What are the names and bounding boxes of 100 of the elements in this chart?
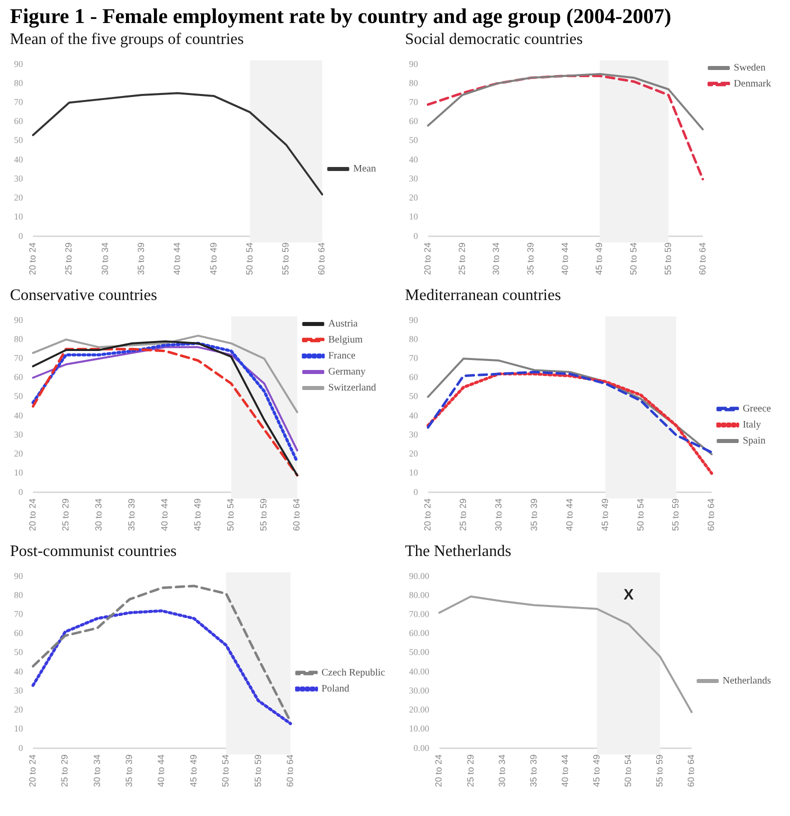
y-tick-label: 80 (409, 78, 418, 88)
y-tick-label: 40 (409, 410, 418, 420)
y-tick-label: 0.00 (414, 742, 430, 753)
x-tick-label: 60 to 64 (316, 242, 327, 276)
x-tick-label: 40 to 44 (160, 498, 170, 532)
y-tick-label: 70 (409, 97, 418, 107)
legend-label: Germany (328, 366, 366, 378)
x-tick-label: 50 to 54 (635, 498, 646, 532)
x-tick-label: 25 to 29 (456, 242, 467, 276)
x-tick-label: 25 to 29 (60, 754, 70, 788)
x-tick-label: 35 to 39 (526, 242, 536, 276)
y-tick-label: 90 (14, 570, 24, 581)
y-tick-label: 40.00 (409, 666, 430, 676)
y-tick-label: 0 (414, 230, 418, 241)
legend-label: Austria (328, 318, 358, 330)
x-tick-label: 55 to 59 (662, 242, 673, 276)
y-tick-label: 20 (409, 192, 418, 203)
x-tick-label: 25 to 29 (60, 498, 71, 532)
y-tick-label: 10 (14, 212, 24, 222)
y-tick-label: 0 (18, 230, 24, 241)
y-tick-label: 50 (409, 135, 418, 146)
legend-label: Denmark (734, 78, 772, 90)
y-tick-label: 50 (409, 391, 418, 402)
x-tick-label: 35 to 39 (528, 498, 539, 532)
y-tick-label: 90 (14, 314, 24, 325)
y-tick-label: 10 (409, 468, 418, 478)
y-tick-label: 20.00 (409, 704, 430, 715)
x-tick-label: 20 to 24 (27, 754, 38, 788)
legend-label: Netherlands (722, 676, 772, 687)
y-tick-label: 50 (14, 391, 24, 402)
y-tick-label: 0 (414, 486, 418, 497)
chart-title: Post-communist countries (10, 543, 178, 561)
y-tick-label: 70 (14, 97, 24, 107)
y-tick-label: 90 (14, 58, 24, 69)
legend-label: Belgium (328, 334, 363, 346)
y-tick-label: 90 (409, 58, 418, 69)
x-tick-label: 60 to 64 (706, 498, 716, 532)
x-tick-label: 40 to 44 (564, 498, 574, 532)
x-tick-label: 35 to 39 (136, 242, 146, 276)
line-series (426, 372, 714, 475)
y-tick-label: 0 (18, 486, 24, 497)
y-tick-label: 50 (14, 135, 24, 146)
x-tick-label: 45 to 49 (592, 754, 602, 788)
y-tick-label: 70 (409, 353, 418, 363)
y-tick-label: 80 (409, 334, 418, 344)
y-tick-label: 90 (409, 314, 418, 325)
y-tick-label: 60 (14, 116, 24, 126)
y-tick-label: 80 (14, 78, 24, 88)
x-tick-label: 30 to 34 (100, 242, 110, 276)
y-tick-label: 40 (409, 154, 418, 164)
x-tick-label: 30 to 34 (493, 498, 504, 532)
y-tick-label: 90.00 (409, 570, 430, 581)
y-tick-label: 0 (18, 742, 24, 753)
y-tick-label: 70 (14, 608, 24, 619)
x-tick-label: 55 to 59 (654, 754, 665, 788)
y-tick-label: 10 (14, 468, 24, 478)
y-tick-label: 60 (409, 116, 418, 126)
x-tick-label: 35 to 39 (126, 498, 137, 532)
y-tick-label: 80 (14, 590, 24, 600)
y-tick-label: 60.00 (409, 628, 430, 638)
x-tick-label: 45 to 49 (594, 242, 604, 276)
legend-label: Italy (742, 420, 762, 431)
y-tick-label: 20 (14, 704, 24, 715)
y-tick-label: 10.00 (409, 724, 430, 734)
y-tick-label: 20 (14, 448, 24, 459)
x-tick-label: 60 to 64 (686, 754, 696, 788)
x-tick-label: 50 to 54 (226, 498, 236, 532)
x-tick-label: 45 to 49 (600, 498, 610, 532)
x-tick-label: 25 to 29 (465, 754, 476, 788)
chart-title: Mediterranean countries (405, 287, 562, 305)
line-series (32, 609, 292, 726)
x-tick-label: 50 to 54 (623, 754, 634, 788)
legend-label: Mean (353, 164, 376, 175)
y-tick-label: 50 (14, 647, 24, 658)
x-tick-label: 20 to 24 (434, 754, 444, 788)
x-tick-label: 40 to 44 (560, 754, 570, 788)
y-tick-label: 60 (409, 372, 418, 382)
legend-label: Poland (322, 684, 350, 695)
y-tick-label: 80 (14, 334, 24, 344)
x-tick-label: 55 to 59 (280, 242, 291, 276)
y-tick-label: 40 (14, 666, 24, 676)
y-tick-label: 70.00 (409, 608, 430, 619)
x-tick-label: 35 to 39 (528, 754, 538, 788)
legend-label: France (328, 350, 356, 362)
y-tick-label: 70 (14, 353, 24, 363)
x-tick-label: 30 to 34 (94, 498, 104, 532)
x-tick-label: 20 to 24 (27, 498, 38, 532)
x-tick-label: 25 to 29 (458, 498, 468, 532)
x-tick-label: 50 to 54 (220, 754, 231, 788)
chart-title: The Netherlands (405, 543, 512, 561)
chart-subtitle: Mean of the five groups of countries (10, 31, 245, 49)
legend-label: Czech Republic (322, 668, 386, 679)
annotation: X (624, 586, 634, 604)
y-tick-label: 80.00 (409, 590, 430, 600)
legend-label: Sweden (734, 62, 766, 74)
y-tick-label: 20 (14, 192, 24, 203)
x-tick-label: 45 to 49 (192, 498, 203, 532)
chart-title: Social democratic countries (405, 31, 584, 49)
y-tick-label: 30 (409, 429, 418, 440)
chart-title: Conservative countries (10, 287, 158, 305)
